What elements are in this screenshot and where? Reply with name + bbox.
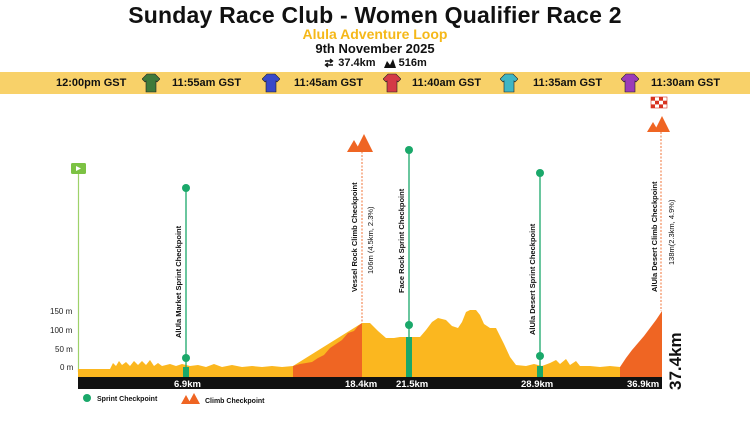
start-time-3: 11:45am GST <box>294 77 364 89</box>
climb-icon-vessel-rock <box>347 134 373 152</box>
y-tick-100: 100 m <box>50 326 73 335</box>
race-title: Sunday Race Club - Women Qualifier Race … <box>128 2 622 28</box>
checkpoint-detail-vessel-rock: 106m (4.5km, 2.3%) <box>366 206 375 274</box>
km-marker-36.9: 36.9km <box>627 379 659 390</box>
start-time-6: 11:30am GST <box>651 77 721 89</box>
sprint-marker-top <box>536 169 544 177</box>
route-name: Alula Adventure Loop <box>302 26 448 42</box>
checkpoint-label-face-rock: Face Rock Sprint Checkpoint <box>397 188 406 293</box>
climb-segment-vessel-rock <box>293 323 362 377</box>
sprint-marker-top <box>182 184 190 192</box>
jersey-red-icon <box>383 73 401 93</box>
sprint-marker-profile <box>182 354 190 362</box>
checkpoint-label-market: AlUla Market Sprint Checkpoint <box>174 225 183 338</box>
finish-flag-icon <box>650 96 668 109</box>
loop-distance-icon <box>324 58 334 68</box>
climb-icon-desert <box>647 116 670 132</box>
checkpoint-label-desert-sprint: AlUla Desert Sprint Checkpoint <box>528 223 537 335</box>
jersey-teal-icon <box>500 73 518 93</box>
total-distance-label: 37.4km <box>666 332 685 390</box>
start-time-4: 11:40am GST <box>412 77 482 89</box>
elevation-stat: 516m <box>383 57 427 69</box>
jersey-purple-icon <box>621 73 639 93</box>
race-date: 9th November 2025 <box>315 41 435 56</box>
race-stats: 37.4km 516m <box>0 57 750 69</box>
climb-segment-desert <box>620 311 662 377</box>
distance-value: 37.4km <box>338 57 376 69</box>
jersey-green-icon <box>142 73 160 93</box>
checkpoint-label-vessel-rock: Vessel Rock Climb Checkpoint <box>350 182 359 292</box>
sprint-marker-profile <box>536 352 544 360</box>
km-marker-6.9: 6.9km <box>174 379 201 390</box>
checkpoint-label-desert-climb: AlUla Desert Climb Checkpoint <box>650 181 659 292</box>
y-tick-0: 0 m <box>60 363 74 372</box>
start-time-2: 11:55am GST <box>172 77 242 89</box>
elevation-icon <box>383 59 396 69</box>
y-tick-50: 50 m <box>55 345 73 354</box>
km-marker-28.9: 28.9km <box>521 379 553 390</box>
start-time-1: 12:00pm GST <box>56 77 127 89</box>
start-time-5: 11:35am GST <box>533 77 603 89</box>
legend-sprint-icon <box>83 394 91 402</box>
km-marker-18.4: 18.4km <box>345 379 377 390</box>
distance-stat: 37.4km <box>323 57 376 69</box>
distance-bar <box>78 377 662 389</box>
start-time-bar: 12:00pm GST 11:55am GST 11:45am GST 11:4… <box>0 72 750 94</box>
sprint-marker-profile <box>405 321 413 329</box>
km-marker-21.5: 21.5km <box>396 379 428 390</box>
legend-climb-label: Climb Checkpoint <box>205 398 265 405</box>
y-tick-150: 150 m <box>50 307 73 316</box>
checkpoint-detail-desert-climb: 138m(2.3km, 4.9%) <box>667 199 676 265</box>
elevation-value: 516m <box>398 57 427 69</box>
legend-climb-icon <box>181 393 200 404</box>
jersey-blue-icon <box>262 73 280 93</box>
sprint-marker-top <box>405 146 413 154</box>
legend-sprint-label: Sprint Checkpoint <box>97 396 158 403</box>
